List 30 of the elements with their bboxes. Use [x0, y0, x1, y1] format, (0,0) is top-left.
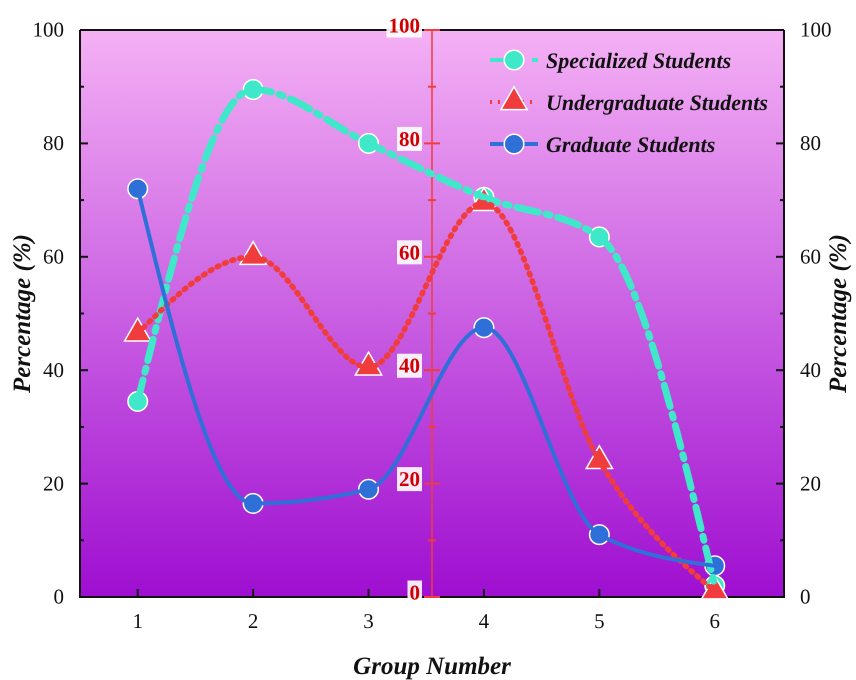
- y2-tick-label: 60: [800, 244, 821, 269]
- y2-tick-label: 20: [800, 471, 821, 496]
- x-tick-label: 3: [363, 608, 374, 633]
- y2-axis-title: Percentage (%): [825, 234, 852, 394]
- y-tick-label: 20: [43, 471, 64, 496]
- y3-tick-label: 40: [399, 354, 420, 378]
- y3-tick-label: 20: [399, 467, 420, 492]
- y3-tick-label: 100: [388, 14, 420, 38]
- y2-tick-label: 80: [800, 131, 821, 156]
- x-tick-label: 1: [132, 608, 143, 633]
- x-axis-title: Group Number: [353, 653, 512, 680]
- y3-tick-label: 60: [399, 240, 420, 264]
- y-tick-label: 80: [43, 131, 64, 156]
- x-tick-label: 5: [594, 608, 605, 633]
- y2-tick-label: 100: [800, 18, 832, 42]
- y-tick-label: 60: [43, 244, 64, 269]
- x-tick-label: 2: [248, 608, 258, 633]
- y3-tick-label: 80: [399, 126, 420, 151]
- legend-label: Graduate Students: [546, 132, 716, 157]
- y-tick-label: 40: [43, 358, 64, 382]
- x-tick-label: 6: [710, 608, 720, 633]
- y-tick-label: 100: [32, 18, 64, 42]
- y3-tick-label: 0: [410, 580, 420, 605]
- legend-label: Specialized Students: [546, 48, 732, 73]
- legend-label: Undergraduate Students: [546, 90, 768, 115]
- x-tick-label: 4: [478, 608, 490, 633]
- y-axis-title: Percentage (%): [9, 234, 36, 394]
- y-tick-label: 0: [54, 584, 64, 609]
- y2-tick-label: 0: [800, 584, 810, 609]
- y2-tick-label: 40: [800, 358, 821, 382]
